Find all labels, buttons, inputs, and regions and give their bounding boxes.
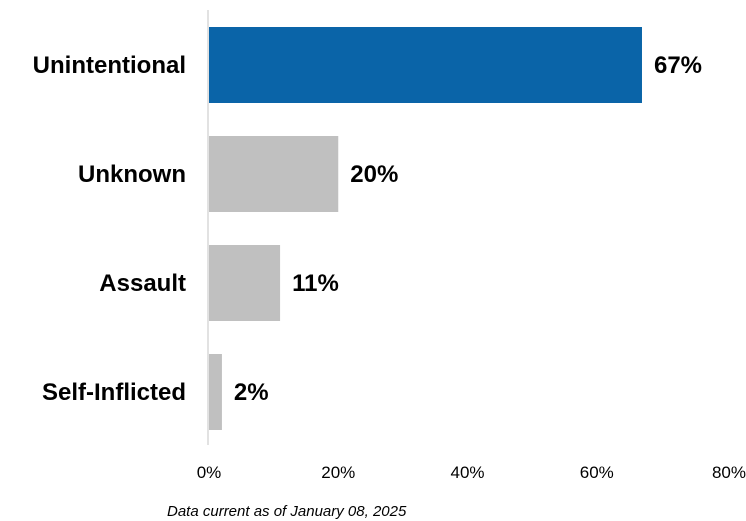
data-label: 67%	[654, 52, 702, 79]
x-tick-label: 80%	[712, 463, 746, 482]
category-label: Unintentional	[33, 52, 186, 79]
bars-layer	[209, 27, 642, 430]
footnote: Data current as of January 08, 2025	[167, 503, 407, 520]
data-label: 20%	[350, 161, 398, 188]
bar-unknown	[209, 136, 339, 212]
x-tick-label: 40%	[450, 463, 484, 482]
category-label: Self-Inflicted	[42, 379, 186, 406]
bar-unintentional	[209, 27, 642, 103]
category-label: Unknown	[78, 161, 186, 188]
x-tick-label: 60%	[580, 463, 614, 482]
x-axis-ticks: 0% 20% 40% 60% 80%	[197, 463, 746, 482]
bar-assault	[209, 245, 281, 321]
bar-self-inflicted	[209, 354, 222, 430]
x-tick-label: 0%	[197, 463, 222, 482]
labels-layer: Unintentional 67% Unknown 20% Assault 11% Self…	[33, 52, 702, 406]
x-tick-label: 20%	[321, 463, 355, 482]
category-label: Assault	[99, 270, 186, 297]
data-label: 11%	[292, 270, 339, 297]
data-label: 2%	[234, 379, 269, 406]
